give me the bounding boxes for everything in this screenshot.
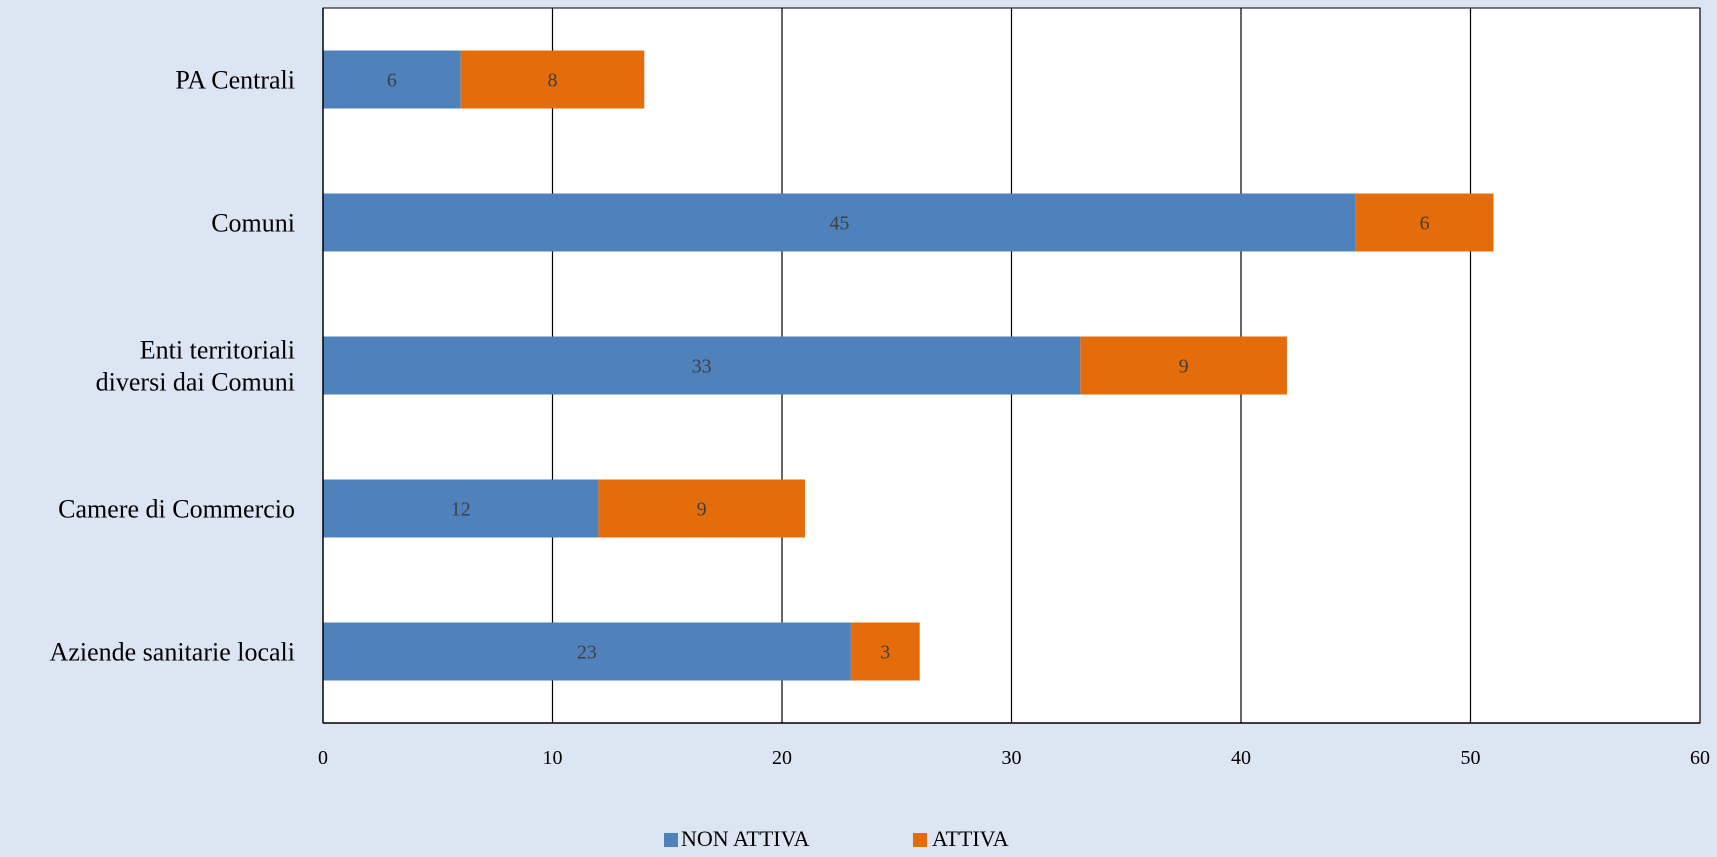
- data-label: 6: [387, 70, 397, 92]
- x-tick-label: 30: [1002, 747, 1022, 769]
- legend-swatch-non-attiva: [664, 833, 678, 847]
- category-label: PA Centrali: [175, 66, 295, 95]
- data-label: 9: [1179, 356, 1189, 378]
- x-tick-label: 10: [543, 747, 563, 769]
- bar-non-attiva: [323, 336, 1081, 395]
- legend: NON ATTIVA ATTIVA: [664, 826, 1009, 851]
- x-tick-label: 0: [318, 747, 328, 769]
- x-tick-label: 60: [1690, 747, 1710, 769]
- legend-label-non-attiva: NON ATTIVA: [681, 826, 810, 851]
- category-label: Comuni: [211, 209, 295, 238]
- legend-label-attiva: ATTIVA: [932, 826, 1009, 851]
- bar-non-attiva: [323, 479, 599, 538]
- x-tick-label: 50: [1461, 747, 1481, 769]
- bar-attiva: [598, 479, 805, 538]
- data-label: 12: [451, 499, 471, 521]
- bar-attiva: [1355, 193, 1494, 252]
- data-label: 3: [880, 642, 890, 664]
- data-label: 23: [577, 642, 597, 664]
- category-labels: PA Centrali Comuni Enti territoriali divers…: [50, 66, 295, 667]
- x-tick-label: 20: [772, 747, 792, 769]
- bar-attiva: [1080, 336, 1287, 395]
- data-label: 8: [548, 70, 558, 92]
- bar-non-attiva: [323, 622, 851, 681]
- bar-attiva: [850, 622, 920, 681]
- data-label: 6: [1420, 213, 1430, 235]
- category-label: Aziende sanitarie locali: [50, 638, 295, 667]
- bar-attiva: [460, 50, 645, 109]
- legend-swatch-attiva: [913, 833, 927, 847]
- bar-non-attiva: [323, 193, 1356, 252]
- bars: [323, 50, 1494, 681]
- category-label: Enti territoriali diversi dai Comuni: [96, 336, 295, 397]
- data-label: 45: [829, 213, 849, 235]
- category-label: Camere di Commercio: [58, 495, 295, 524]
- bar-non-attiva: [323, 50, 461, 109]
- x-tick-label: 40: [1231, 747, 1251, 769]
- data-label: 33: [692, 356, 712, 378]
- data-labels: 6 8 45 6 33 9 12 9 23 3: [387, 70, 1430, 664]
- gridlines: [551, 8, 1701, 723]
- data-label: 9: [697, 499, 707, 521]
- x-tick-labels: 0 10 20 30 40 50 60: [318, 747, 1710, 769]
